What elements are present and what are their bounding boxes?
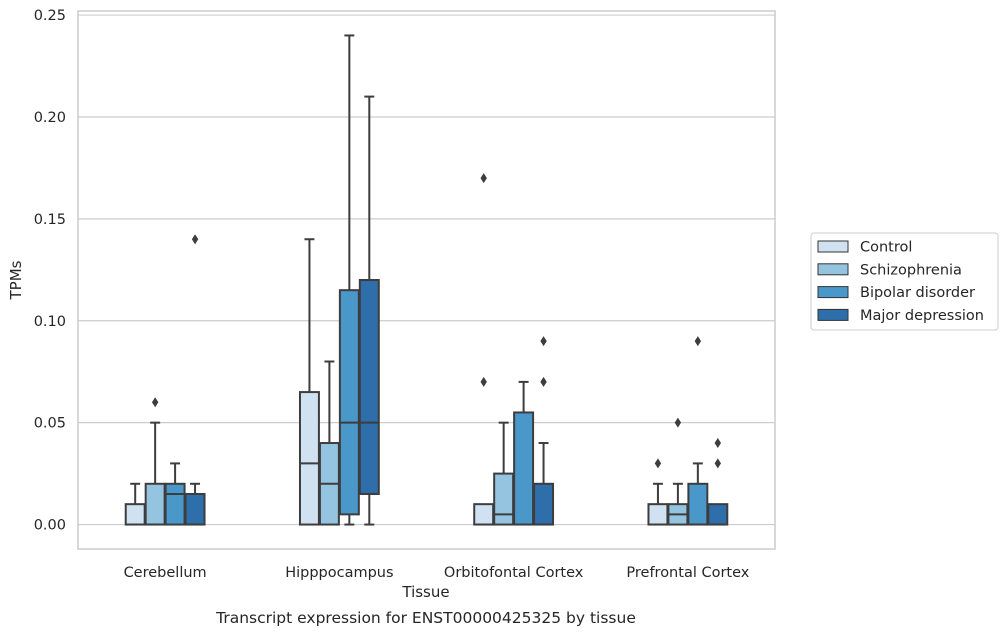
y-tick-label: 0.10 — [34, 314, 66, 330]
box-body — [164, 482, 186, 526]
box-body — [493, 472, 515, 526]
boxes-layer — [124, 34, 729, 526]
y-tick-labels: 0.00 0.05 0.10 0.15 0.20 0.25 — [34, 8, 66, 533]
box-2-1 — [338, 34, 360, 526]
box-3-2 — [533, 336, 555, 526]
box-body — [298, 391, 320, 526]
box-2-3 — [687, 336, 709, 526]
y-tick-label: 0.00 — [34, 518, 66, 534]
box-1-0 — [144, 397, 166, 526]
outlier-point — [654, 458, 662, 469]
box-body — [687, 482, 709, 526]
box-body — [144, 482, 166, 526]
y-tick-label: 0.20 — [34, 110, 66, 126]
box-2-2 — [513, 380, 535, 526]
x-tick-label: Orbitofontal Cortex — [444, 565, 584, 581]
legend-swatch — [817, 263, 849, 276]
box-1-3 — [667, 417, 689, 526]
outlier-point — [540, 336, 547, 347]
x-axis-label: Tissue — [401, 583, 449, 601]
legend-label: Schizophrenia — [860, 262, 962, 278]
box-2-0 — [164, 462, 186, 526]
legend-frame — [810, 232, 999, 331]
y-tick-label: 0.25 — [34, 8, 66, 24]
box-0-1 — [298, 238, 320, 526]
outlier-point — [191, 234, 199, 245]
x-tick-label: Cerebellum — [124, 565, 207, 581]
plot-area-frame — [77, 10, 776, 550]
box-1-2 — [493, 421, 515, 526]
chart-caption: Transcript expression for ENST0000042532… — [215, 609, 636, 627]
outlier-point — [480, 376, 487, 387]
gridlines — [78, 14, 775, 526]
x-tick-label: Prefrontal Cortex — [626, 565, 749, 581]
legend: Control Schizophrenia Bipolar disorder Majo… — [810, 232, 999, 331]
box-body — [473, 503, 495, 526]
box-0-0 — [124, 482, 146, 526]
box-body — [533, 482, 555, 526]
box-body — [358, 279, 380, 495]
box-3-3 — [707, 438, 729, 526]
y-tick-label: 0.05 — [34, 416, 66, 432]
box-body — [647, 503, 669, 526]
box-body — [338, 289, 360, 516]
legend-swatch — [817, 308, 849, 321]
legend-label: Control — [860, 240, 912, 256]
legend-label: Bipolar disorder — [860, 285, 975, 301]
box-body — [124, 503, 146, 526]
outlier-point — [714, 458, 722, 469]
box-0-2 — [473, 173, 495, 526]
box-3-1 — [358, 95, 380, 526]
outlier-point — [151, 397, 159, 408]
x-tick-label: Hipppocampus — [285, 565, 393, 581]
x-tick-labels: Cerebellum Hipppocampus Orbitofontal Corte… — [124, 565, 750, 581]
legend-swatch — [817, 286, 849, 299]
outlier-point — [714, 438, 722, 449]
legend-swatch — [817, 240, 849, 253]
outlier-point — [674, 417, 682, 428]
box-3-0 — [184, 234, 206, 526]
box-body — [184, 492, 206, 526]
box-body — [513, 411, 535, 526]
outlier-point — [480, 173, 487, 184]
outlier-point — [540, 376, 547, 387]
box-body — [707, 503, 729, 526]
y-axis-label: TPMs — [7, 260, 25, 300]
outlier-point — [694, 336, 702, 347]
y-tick-label: 0.15 — [34, 212, 66, 228]
legend-label: Major depression — [860, 308, 984, 324]
box-0-3 — [647, 458, 669, 526]
box-1-1 — [318, 360, 340, 526]
